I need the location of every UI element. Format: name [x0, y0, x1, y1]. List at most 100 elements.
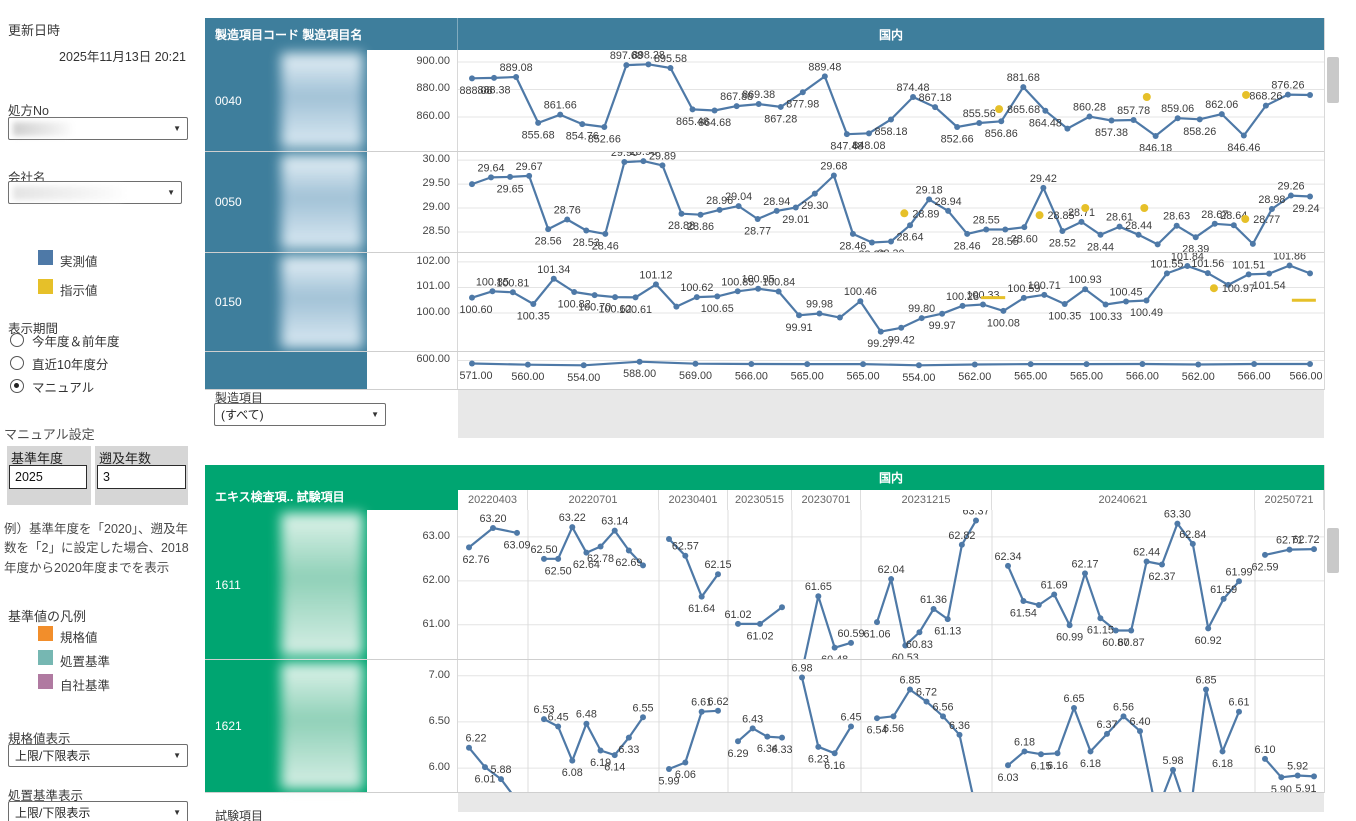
- top-vertical-scrollbar-thumb[interactable]: [1327, 57, 1339, 103]
- data-point[interactable]: [779, 604, 785, 611]
- data-point[interactable]: [1027, 361, 1034, 368]
- data-point[interactable]: [489, 288, 496, 295]
- data-point[interactable]: [874, 619, 880, 626]
- data-point[interactable]: [888, 576, 895, 583]
- data-point[interactable]: [1051, 591, 1058, 598]
- data-point[interactable]: [1123, 298, 1130, 305]
- data-point[interactable]: [1307, 361, 1313, 368]
- indicated-value-point[interactable]: [1140, 204, 1149, 213]
- data-point[interactable]: [541, 716, 547, 723]
- data-point[interactable]: [611, 527, 618, 534]
- data-point[interactable]: [1278, 774, 1285, 781]
- data-point[interactable]: [1112, 627, 1119, 634]
- indicated-value-point[interactable]: [1242, 90, 1251, 99]
- data-point[interactable]: [1196, 116, 1203, 123]
- data-point[interactable]: [715, 707, 721, 714]
- action-standard-swatch[interactable]: [38, 650, 53, 665]
- data-point[interactable]: [777, 103, 784, 110]
- period-option-this-and-last-year[interactable]: 今年度＆前年度: [10, 331, 120, 349]
- indicated-value-swatch[interactable]: [38, 279, 53, 294]
- data-point[interactable]: [583, 549, 590, 556]
- data-point[interactable]: [976, 120, 983, 127]
- data-point[interactable]: [735, 738, 741, 745]
- data-point[interactable]: [692, 360, 699, 367]
- data-point[interactable]: [907, 686, 913, 693]
- data-point[interactable]: [611, 752, 618, 759]
- data-point[interactable]: [821, 73, 828, 80]
- indicated-value-point[interactable]: [1081, 204, 1090, 213]
- data-point[interactable]: [535, 119, 542, 126]
- data-point[interactable]: [1087, 748, 1094, 755]
- data-point[interactable]: [673, 303, 680, 310]
- data-point[interactable]: [979, 301, 986, 308]
- data-point[interactable]: [632, 294, 639, 301]
- data-point[interactable]: [816, 310, 823, 317]
- data-point[interactable]: [1020, 294, 1027, 301]
- data-point[interactable]: [930, 605, 937, 612]
- data-point[interactable]: [1154, 241, 1161, 248]
- data-point[interactable]: [1059, 227, 1066, 234]
- data-point[interactable]: [1005, 762, 1011, 769]
- data-point[interactable]: [666, 536, 672, 543]
- data-point[interactable]: [569, 524, 576, 531]
- data-point[interactable]: [1005, 562, 1011, 569]
- data-point[interactable]: [1174, 520, 1181, 527]
- data-point[interactable]: [469, 360, 475, 367]
- data-point[interactable]: [625, 547, 632, 554]
- data-point[interactable]: [734, 288, 741, 295]
- data-point[interactable]: [1262, 551, 1268, 558]
- data-point[interactable]: [939, 310, 946, 317]
- data-point[interactable]: [1311, 773, 1317, 780]
- data-point[interactable]: [796, 312, 803, 319]
- data-point[interactable]: [1225, 281, 1232, 288]
- data-point[interactable]: [1170, 766, 1176, 773]
- recipe-no-select[interactable]: ▼: [8, 117, 188, 140]
- data-point[interactable]: [1021, 224, 1028, 231]
- data-point[interactable]: [848, 639, 854, 646]
- data-point[interactable]: [945, 207, 952, 214]
- data-point[interactable]: [1143, 558, 1150, 565]
- data-point[interactable]: [1021, 748, 1028, 755]
- data-point[interactable]: [550, 275, 557, 282]
- data-point[interactable]: [491, 74, 498, 81]
- data-point[interactable]: [514, 529, 520, 536]
- data-point[interactable]: [1108, 117, 1115, 124]
- data-point[interactable]: [1203, 686, 1209, 693]
- data-point[interactable]: [469, 75, 475, 82]
- data-point[interactable]: [830, 172, 837, 179]
- data-point[interactable]: [983, 226, 990, 233]
- base-year-input[interactable]: 2025: [9, 465, 87, 489]
- data-point[interactable]: [1311, 546, 1317, 553]
- data-point[interactable]: [799, 674, 805, 681]
- data-point[interactable]: [1102, 301, 1109, 308]
- data-point[interactable]: [583, 227, 590, 234]
- data-point[interactable]: [1287, 192, 1294, 199]
- data-point[interactable]: [698, 708, 705, 715]
- data-point[interactable]: [836, 314, 843, 321]
- data-point[interactable]: [1082, 286, 1089, 293]
- data-point[interactable]: [1163, 270, 1170, 277]
- data-point[interactable]: [755, 101, 762, 108]
- period-option-0-radio[interactable]: [10, 333, 24, 347]
- data-point[interactable]: [602, 230, 609, 237]
- data-point[interactable]: [1218, 111, 1225, 118]
- data-point[interactable]: [764, 733, 771, 740]
- data-point[interactable]: [1173, 222, 1180, 229]
- data-point[interactable]: [530, 301, 537, 308]
- data-point[interactable]: [711, 107, 718, 114]
- data-point[interactable]: [890, 713, 897, 720]
- period-option-manual[interactable]: マニュアル: [10, 377, 94, 395]
- data-point[interactable]: [1245, 271, 1252, 278]
- data-point[interactable]: [954, 124, 961, 131]
- data-point[interactable]: [469, 181, 475, 188]
- data-point[interactable]: [1054, 750, 1061, 757]
- data-point[interactable]: [1159, 561, 1165, 568]
- data-point[interactable]: [1236, 708, 1242, 715]
- data-point[interactable]: [1135, 231, 1142, 238]
- data-point[interactable]: [1266, 270, 1273, 277]
- data-point[interactable]: [1035, 602, 1042, 609]
- data-point[interactable]: [564, 216, 571, 223]
- data-point[interactable]: [877, 328, 884, 335]
- data-point[interactable]: [1020, 598, 1027, 605]
- lookback-years-input[interactable]: 3: [97, 465, 186, 489]
